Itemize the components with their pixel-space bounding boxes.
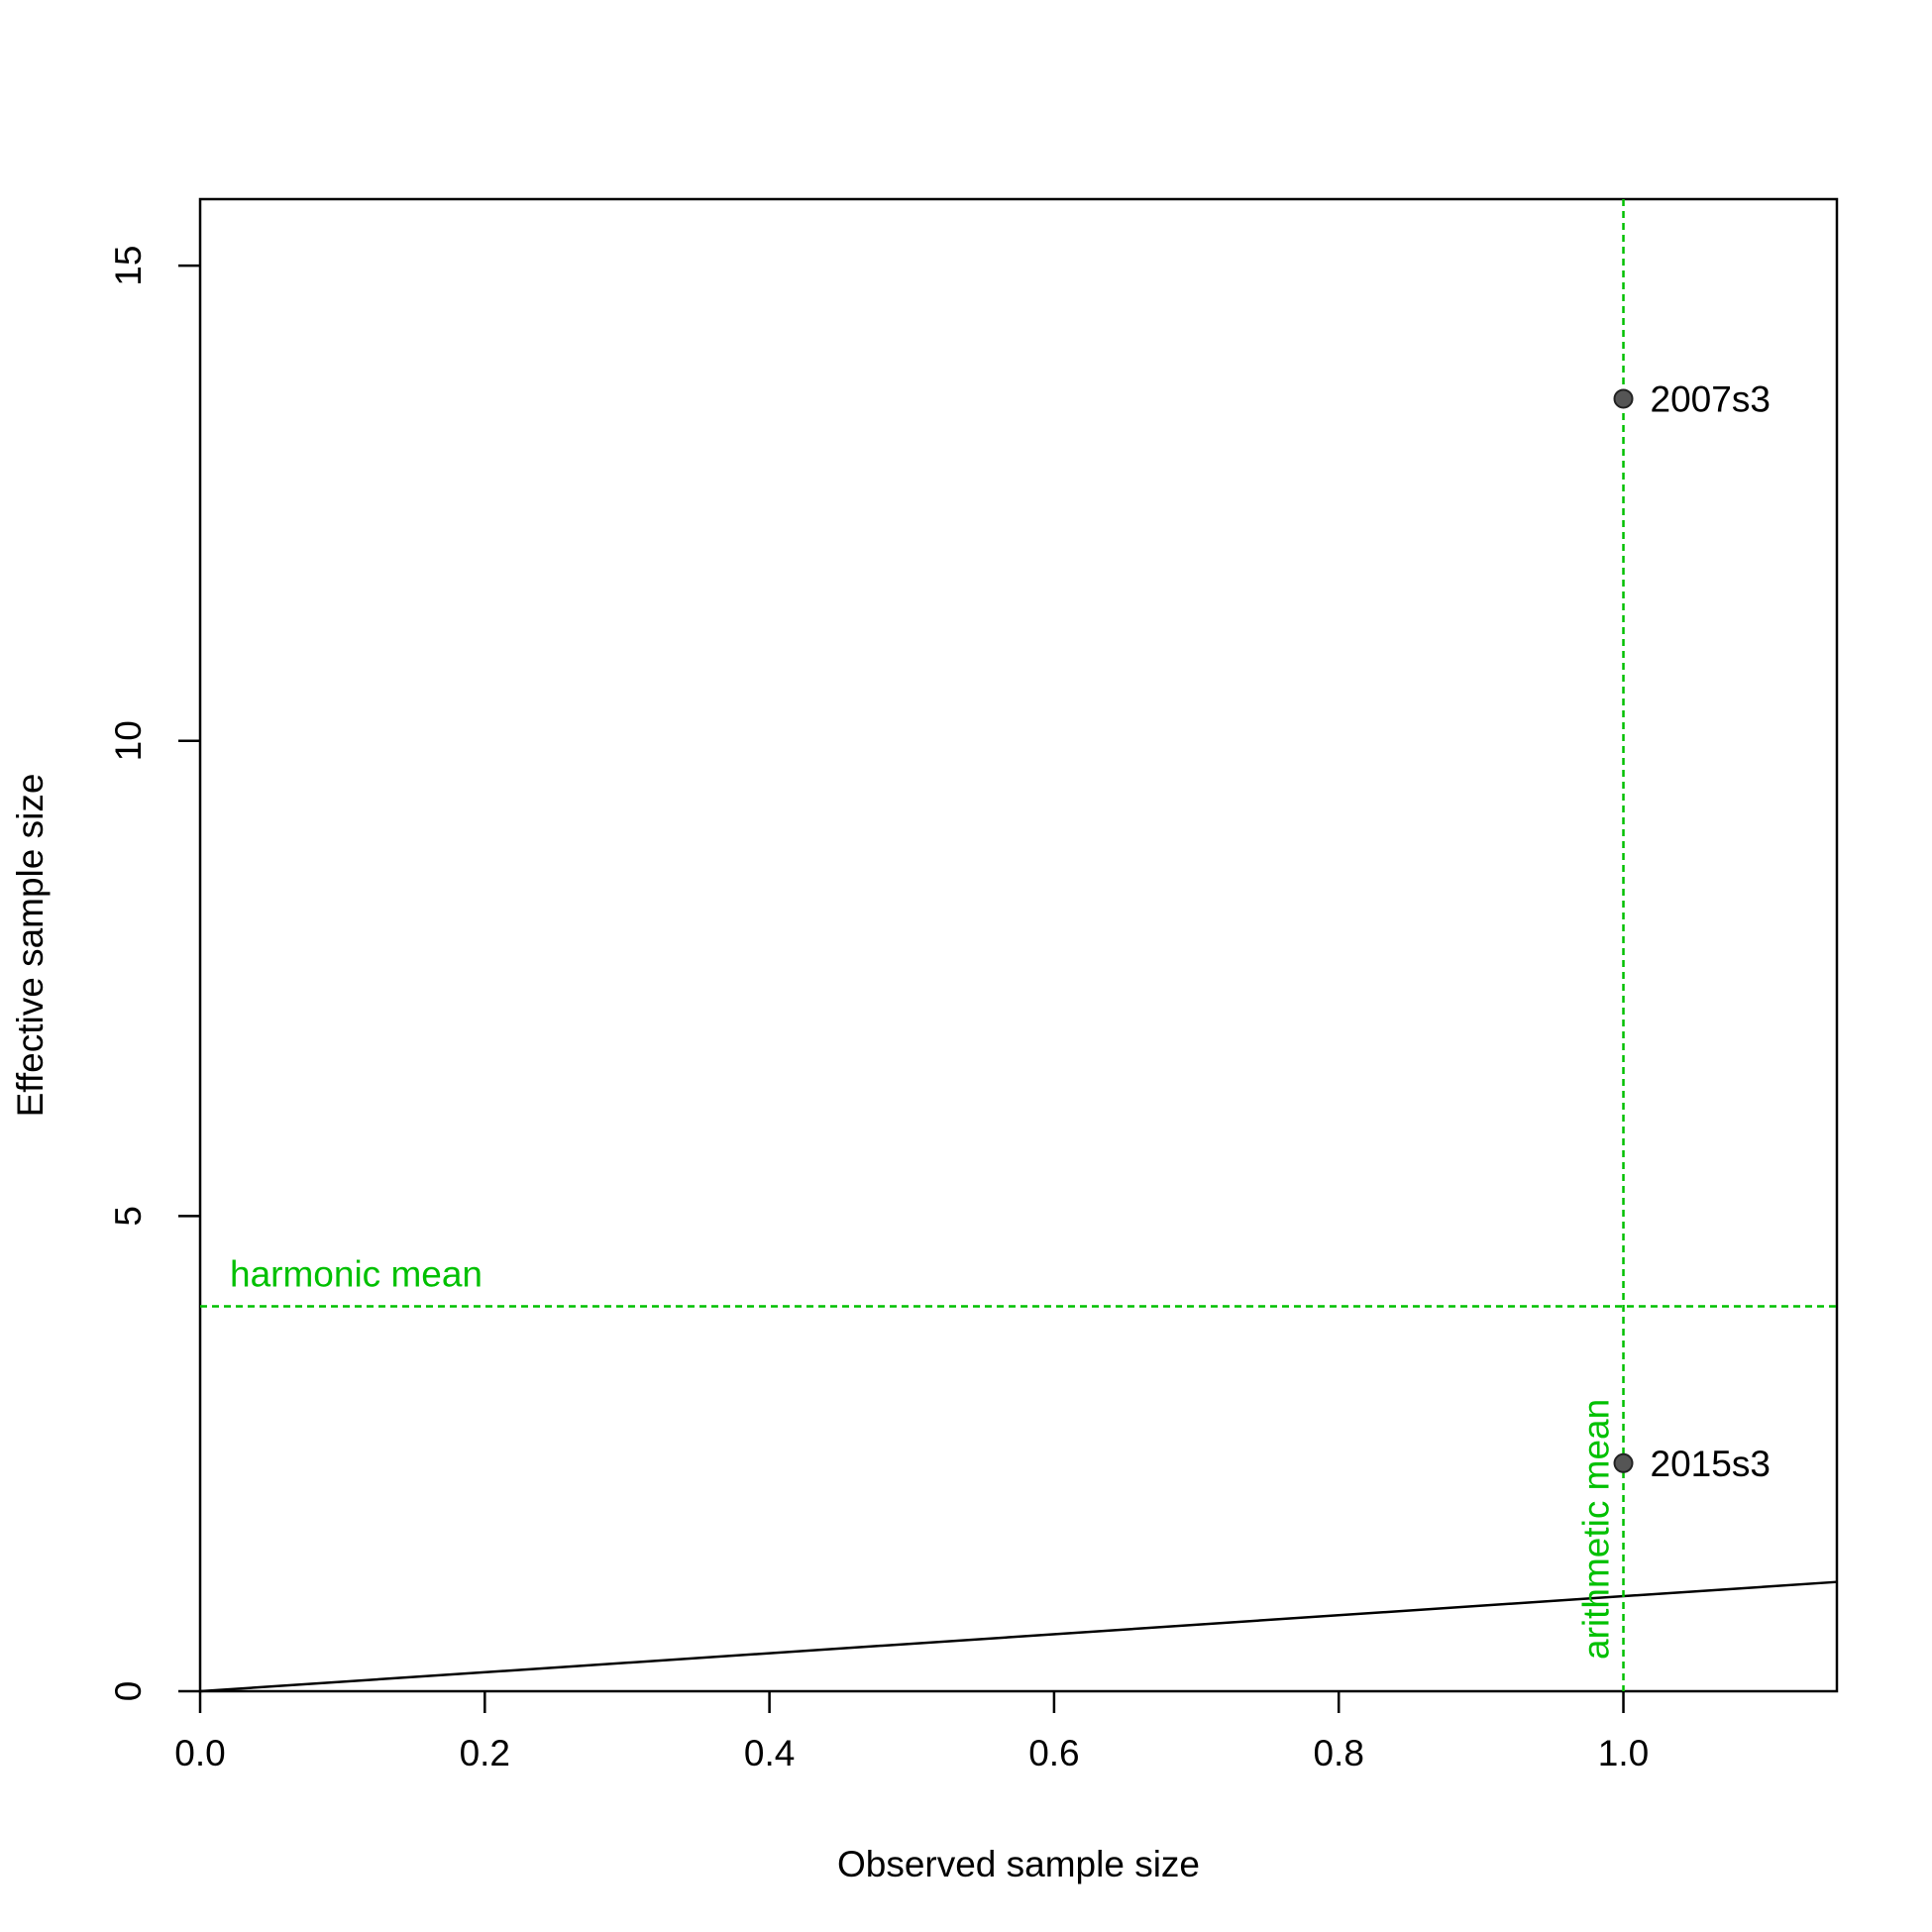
y-tick-label: 15	[108, 246, 149, 286]
y-tick-label: 10	[108, 720, 149, 761]
y-axis: 0 5 10 15	[108, 246, 200, 1702]
y-tick-label: 0	[108, 1681, 149, 1702]
x-tick-label: 1.0	[1598, 1733, 1649, 1773]
x-tick-label: 0.4	[744, 1733, 795, 1773]
x-axis: 0.0 0.2 0.4 0.6 0.8 1.0	[174, 1691, 1649, 1773]
y-axis-title: Effective sample size	[10, 774, 51, 1118]
y-tick-label: 5	[108, 1206, 149, 1227]
data-point	[1613, 388, 1634, 409]
x-tick-label: 0.6	[1028, 1733, 1079, 1773]
identity-line	[199, 1580, 1838, 1693]
arithmetic-mean-label: arithmetic mean	[1576, 1399, 1617, 1660]
harmonic-mean-label: harmonic mean	[230, 1254, 483, 1295]
x-tick-label: 0.0	[174, 1733, 225, 1773]
data-point-label: 2015s3	[1651, 1444, 1771, 1484]
plot-frame	[198, 197, 1839, 1693]
data-point	[1613, 1452, 1634, 1473]
data-point-label: 2007s3	[1651, 378, 1771, 419]
plot-marks: harmonic mean arithmetic mean 2007s3 2015s3	[199, 199, 1838, 1693]
x-axis-title: Observed sample size	[837, 1844, 1200, 1884]
x-tick-label: 0.2	[460, 1733, 510, 1773]
x-tick-label: 0.8	[1313, 1733, 1363, 1773]
